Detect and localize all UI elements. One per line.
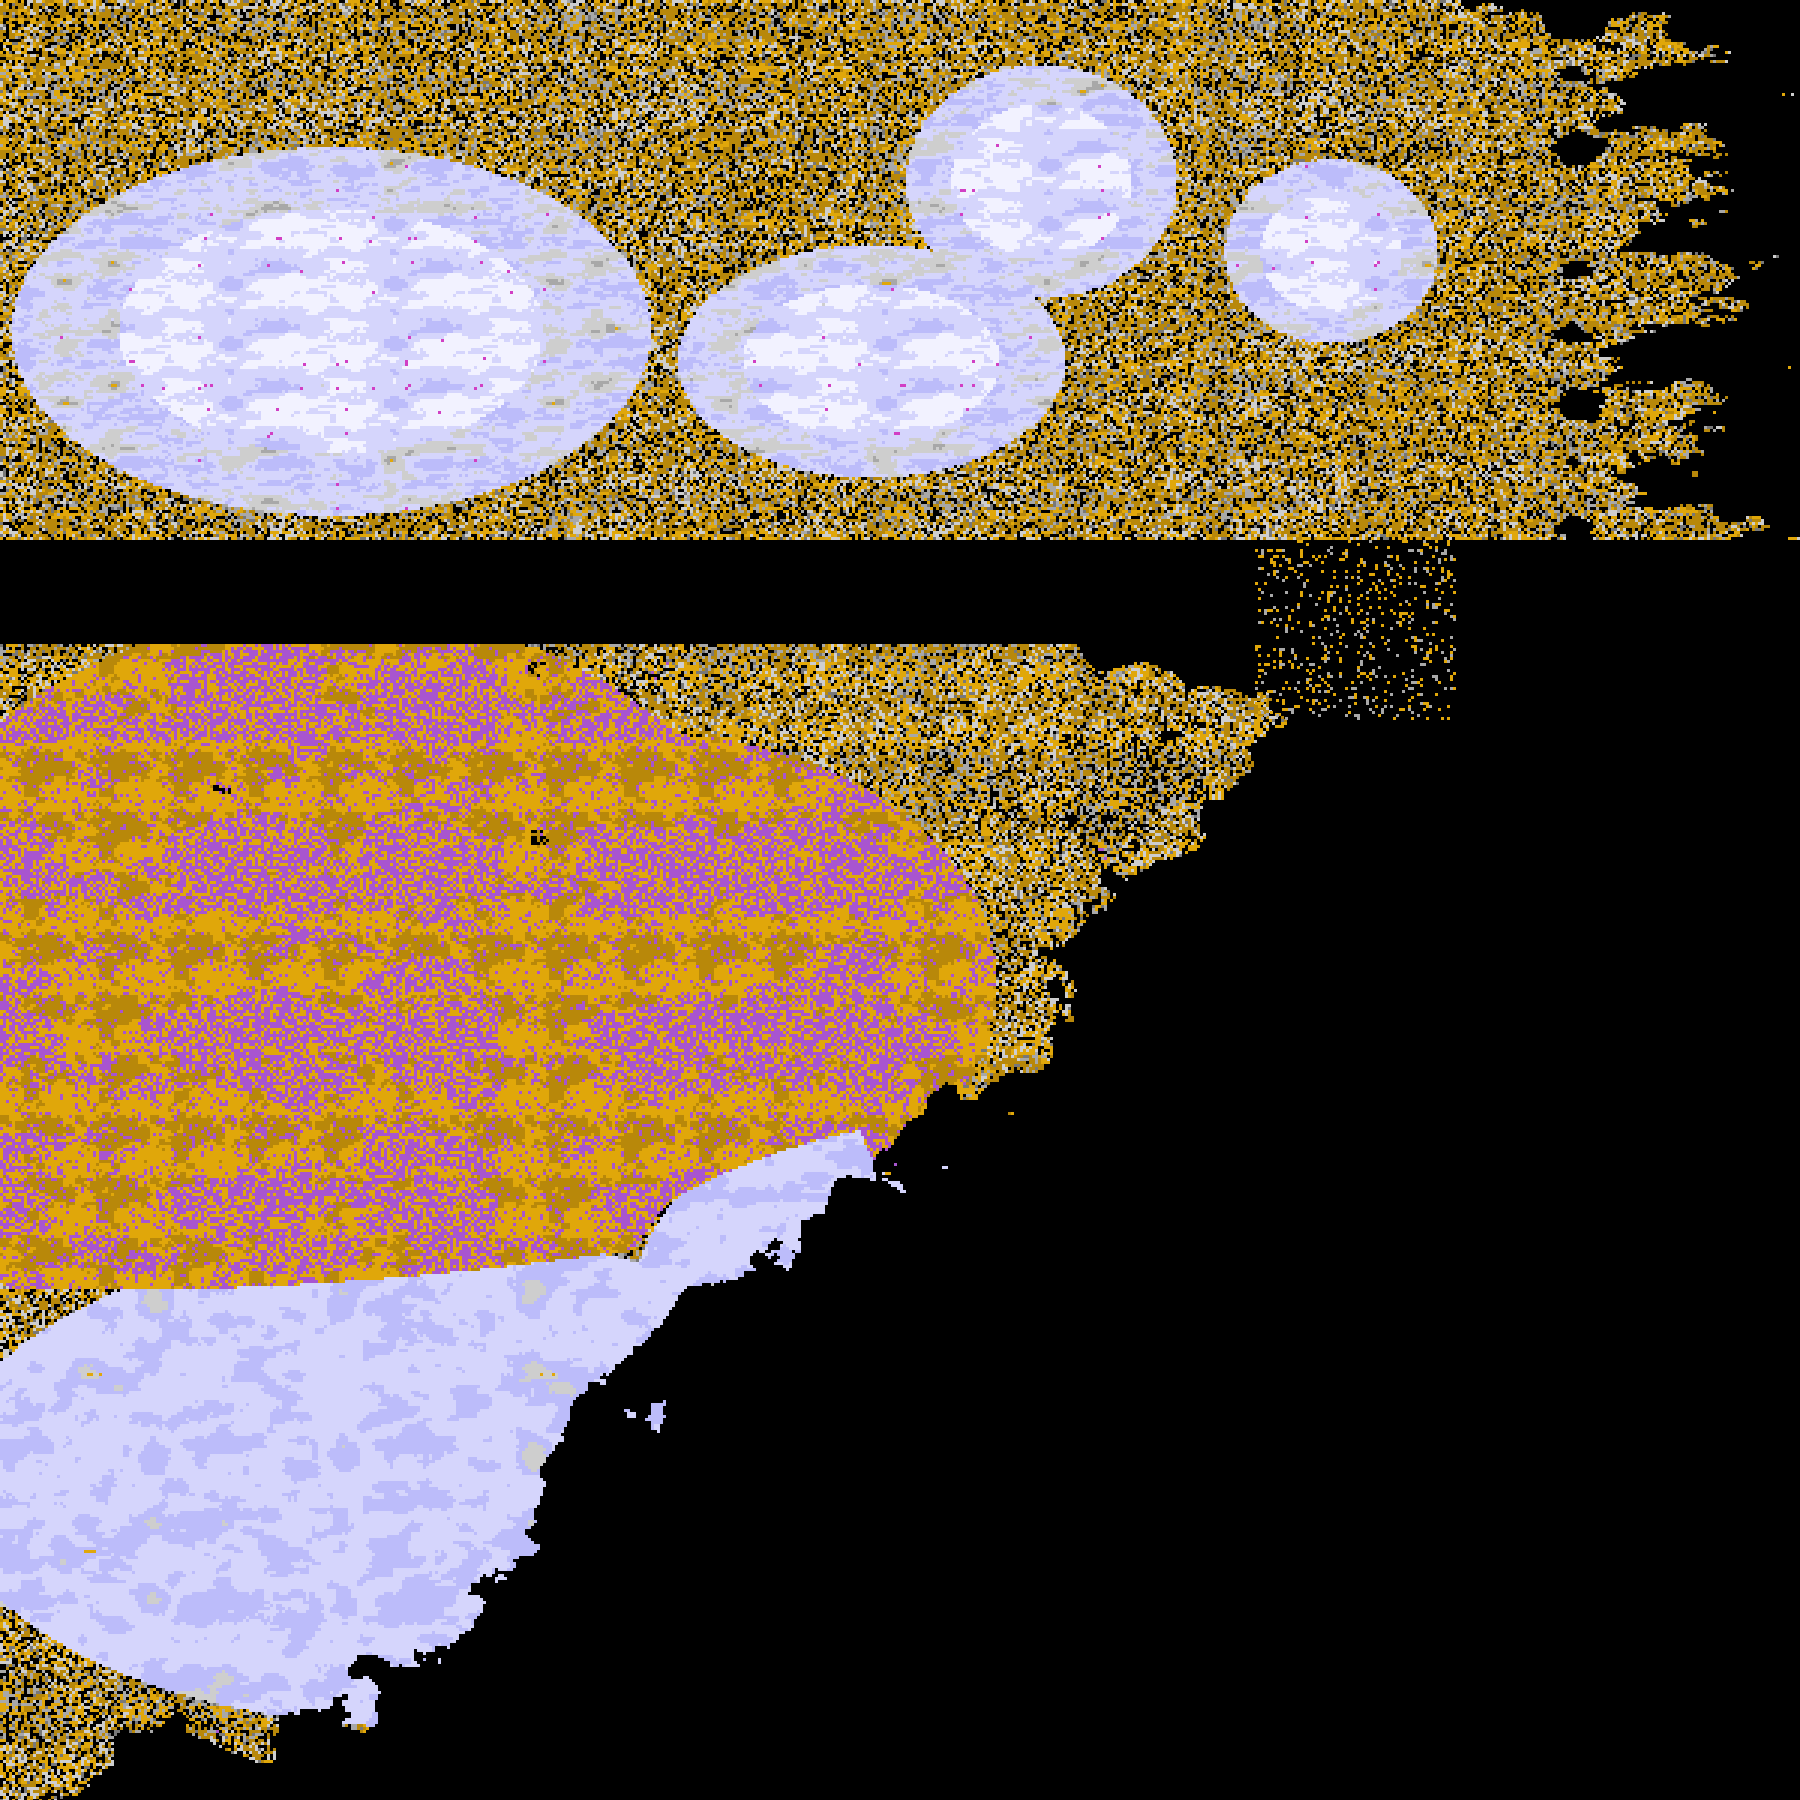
- raster-viewport: satellite-classification-raster upper sw…: [0, 0, 1800, 1800]
- classification-raster: [0, 0, 1800, 1800]
